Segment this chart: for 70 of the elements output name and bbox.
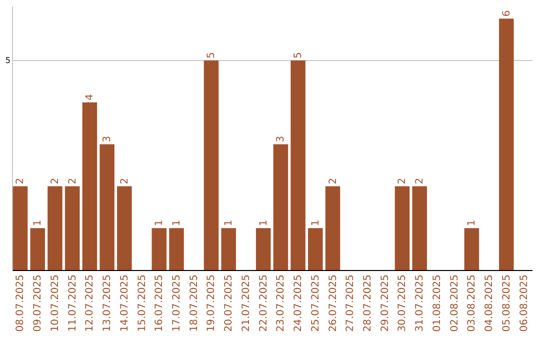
x-tick-label: 17.07.2025 xyxy=(172,274,183,332)
x-tick-label: 12.07.2025 xyxy=(84,274,96,332)
bar xyxy=(256,228,271,270)
data-label: 4 xyxy=(84,94,96,100)
x-tick-label: 04.08.2025 xyxy=(484,274,496,332)
bar xyxy=(308,228,323,270)
data-label: 1 xyxy=(310,220,322,226)
x-tick-label: 13.07.2025 xyxy=(102,274,114,332)
x-tick-label: 03.08.2025 xyxy=(466,274,478,332)
data-label: 5 xyxy=(293,52,304,58)
x-tick-label: 09.07.2025 xyxy=(32,274,44,332)
bar xyxy=(412,186,427,270)
x-tick-label: 29.07.2025 xyxy=(380,274,391,332)
x-tick-label: 18.07.2025 xyxy=(188,274,200,332)
bar xyxy=(290,60,306,270)
x-tick-label: 15.07.2025 xyxy=(136,274,148,332)
bar xyxy=(273,144,288,270)
x-tick-label: 05.08.2025 xyxy=(501,274,512,332)
data-label: 6 xyxy=(501,10,512,17)
x-tick-label: 21.07.2025 xyxy=(240,274,252,332)
data-label: 3 xyxy=(276,136,287,142)
data-label: 3 xyxy=(102,136,114,142)
data-label: 2 xyxy=(50,178,61,184)
data-label: 2 xyxy=(397,178,408,184)
data-label: 2 xyxy=(67,178,78,184)
data-label: 1 xyxy=(224,220,235,226)
data-label: 1 xyxy=(258,220,270,226)
bar xyxy=(169,228,184,270)
x-tick-label: 31.07.2025 xyxy=(414,274,426,332)
x-tick-label: 24.07.2025 xyxy=(293,274,304,332)
x-tick-label: 06.08.2025 xyxy=(518,274,530,332)
x-tick-label: 19.07.2025 xyxy=(206,274,218,332)
data-label: 2 xyxy=(414,178,426,184)
x-tick-label: 22.07.2025 xyxy=(258,274,270,332)
data-label: 1 xyxy=(154,220,166,226)
x-tick-label: 01.08.2025 xyxy=(432,274,443,332)
bar xyxy=(117,186,132,270)
x-tick-label: 23.07.2025 xyxy=(276,274,287,332)
bar xyxy=(325,186,340,270)
bar xyxy=(82,102,98,270)
bar xyxy=(499,18,514,270)
x-tick-label: 02.08.2025 xyxy=(449,274,460,332)
bar xyxy=(48,186,62,270)
x-tick-label: 27.07.2025 xyxy=(345,274,356,332)
data-label: 1 xyxy=(172,220,183,226)
data-label: 2 xyxy=(119,178,130,184)
x-tick-label: 08.07.2025 xyxy=(15,274,26,332)
bar xyxy=(30,228,45,270)
data-label: 5 xyxy=(206,52,218,58)
x-tick-label: 26.07.2025 xyxy=(328,274,339,332)
bar xyxy=(221,228,236,270)
bar xyxy=(464,228,480,270)
bar xyxy=(394,186,410,270)
x-tick-label: 28.07.2025 xyxy=(362,274,374,332)
x-tick-label: 11.07.2025 xyxy=(67,274,78,332)
x-tick-label: 10.07.2025 xyxy=(50,274,61,332)
x-tick-label: 20.07.2025 xyxy=(224,274,235,332)
x-tick-label: 30.07.2025 xyxy=(397,274,408,332)
bar xyxy=(204,60,219,270)
x-tick-label: 14.07.2025 xyxy=(119,274,130,332)
bar xyxy=(152,228,167,270)
data-label: 1 xyxy=(32,220,44,226)
data-label: 2 xyxy=(328,178,339,184)
x-tick-label: 16.07.2025 xyxy=(154,274,166,332)
data-label: 2 xyxy=(15,178,26,184)
data-label: 1 xyxy=(466,220,478,226)
bar xyxy=(64,186,80,270)
bar xyxy=(12,186,28,270)
x-tick-label: 25.07.2025 xyxy=(310,274,322,332)
bar xyxy=(100,144,114,270)
